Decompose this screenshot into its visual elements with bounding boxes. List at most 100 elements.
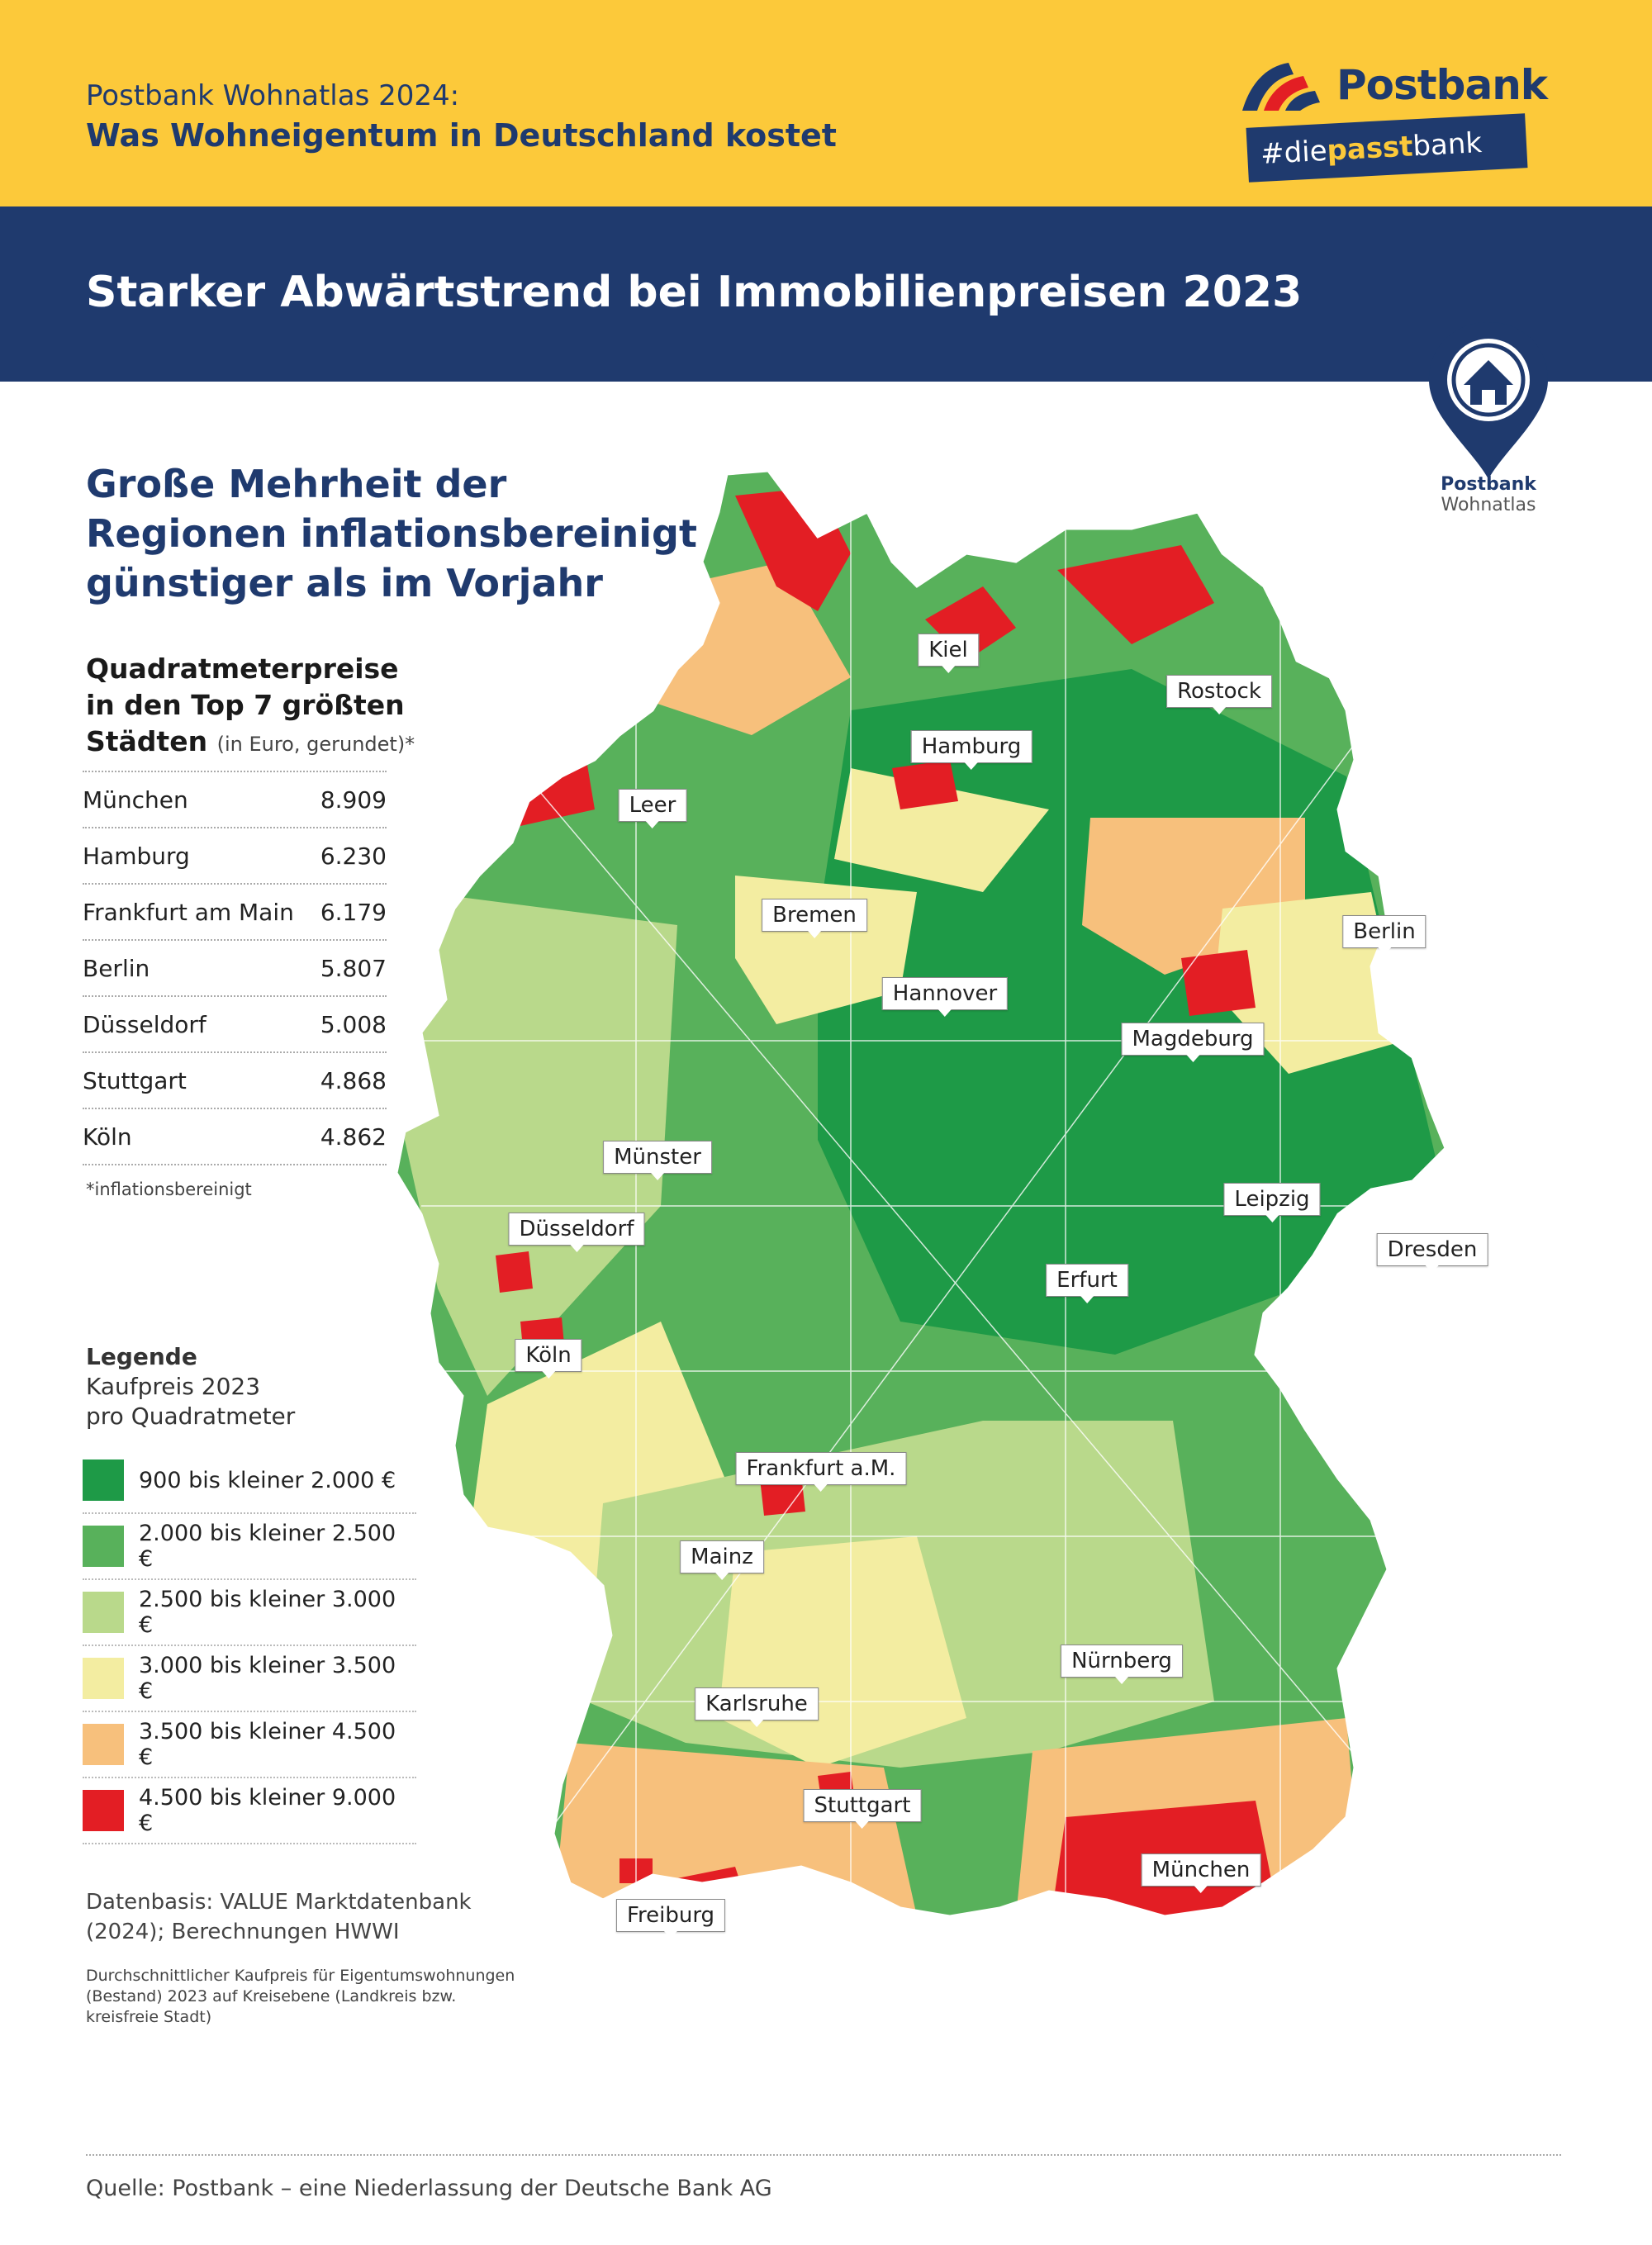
table-row: Frankfurt am Main 6.179 (83, 885, 387, 941)
table-title: Quadratmeterpreise in den Top 7 größten … (86, 651, 474, 762)
table-value: 6.179 (320, 898, 387, 926)
legend-swatch (83, 1526, 124, 1567)
city-label-leer[interactable]: Leer (618, 789, 687, 828)
region-west (405, 892, 677, 1396)
data-description: Durchschnittlicher Kaufpreis für Eigentu… (86, 1967, 515, 2026)
footer-divider (86, 2154, 1561, 2156)
city-label-muenchen[interactable]: München (1141, 1853, 1261, 1893)
legend-swatch (83, 1459, 124, 1501)
table-city: Köln (83, 1122, 132, 1151)
city-label-berlin[interactable]: Berlin (1342, 915, 1427, 955)
badge-line1: Postbank (1441, 474, 1536, 495)
table-city: München (83, 786, 188, 814)
city-label-stuttgart[interactable]: Stuttgart (803, 1789, 922, 1829)
legend-label: 3.500 bis kleiner 4.500 € (139, 1719, 396, 1770)
hashtag-suffix: bank (1412, 126, 1483, 164)
table-city: Stuttgart (83, 1066, 187, 1094)
badge-line2: Wohnatlas (1441, 495, 1536, 515)
legend-label: 4.500 bis kleiner 9.000 € (139, 1785, 396, 1836)
legend-item: 3.500 bis kleiner 4.500 € (83, 1712, 416, 1778)
header-subtitle: Postbank Wohnatlas 2024: (86, 79, 460, 112)
city-label-hannover[interactable]: Hannover (881, 977, 1009, 1017)
city-label-muenster[interactable]: Münster (603, 1141, 712, 1180)
hashtag-prefix: #die (1260, 134, 1328, 171)
region-duesseldorf (496, 1251, 533, 1293)
table-footnote: *inflationsbereinigt (86, 1179, 252, 1199)
price-table: München 8.909 Hamburg 6.230 Frankfurt am M… (83, 771, 387, 1165)
legend-subtitle-2: pro Quadratmeter (86, 1403, 296, 1430)
table-row: Düsseldorf 5.008 (83, 997, 387, 1053)
region-ruegen (1057, 545, 1214, 644)
banner-bar (0, 206, 1652, 382)
table-value: 5.008 (320, 1010, 387, 1038)
legend-swatch (83, 1790, 124, 1831)
legend-label: 2.500 bis kleiner 3.000 € (139, 1587, 396, 1638)
hashtag-badge: #diepasstbank (1246, 113, 1528, 183)
table-row: Berlin 5.807 (83, 941, 387, 997)
headline: Große Mehrheit der Regionen inflationsbe… (86, 462, 697, 605)
header-title: Was Wohneigentum in Deutschland kostet (86, 117, 837, 154)
city-label-rostock[interactable]: Rostock (1166, 675, 1272, 714)
city-label-nuernberg[interactable]: Nürnberg (1061, 1645, 1183, 1684)
table-row: München 8.909 (83, 771, 387, 828)
city-label-mainz[interactable]: Mainz (680, 1540, 764, 1580)
table-value: 8.909 (320, 786, 387, 814)
legend-subtitle-1: Kaufpreis 2023 (86, 1373, 261, 1400)
legend-item: 2.000 bis kleiner 2.500 € (83, 1514, 416, 1580)
region-berlin (1181, 950, 1256, 1016)
table-city: Berlin (83, 954, 150, 982)
legend: 900 bis kleiner 2.000 € 2.000 bis kleine… (83, 1448, 416, 1844)
city-label-hamburg[interactable]: Hamburg (910, 730, 1032, 770)
legend-swatch (83, 1724, 124, 1765)
table-row: Stuttgart 4.868 (83, 1053, 387, 1109)
legend-label: 3.000 bis kleiner 3.500 € (139, 1653, 396, 1704)
legend-item: 3.000 bis kleiner 3.500 € (83, 1646, 416, 1712)
city-label-leipzig[interactable]: Leipzig (1223, 1183, 1321, 1222)
germany-map[interactable]: Kiel Rostock Hamburg Leer Bremen Berlin … (388, 463, 1611, 2081)
table-title-line2: in den Top 7 größten (86, 689, 405, 721)
table-title-note: (in Euro, gerundet)* (216, 733, 415, 756)
legend-item: 4.500 bis kleiner 9.000 € (83, 1778, 416, 1844)
city-label-dresden[interactable]: Dresden (1376, 1233, 1488, 1273)
city-label-magdeburg[interactable]: Magdeburg (1121, 1023, 1265, 1062)
table-row: Hamburg 6.230 (83, 828, 387, 885)
legend-title: Legende (86, 1343, 197, 1370)
postbank-logo-mark-icon (1242, 63, 1320, 111)
hashtag-bold: passt (1326, 130, 1414, 168)
banner-title: Starker Abwärtstrend bei Immobilienpreis… (86, 268, 1303, 317)
city-label-duesseldorf[interactable]: Düsseldorf (508, 1213, 645, 1252)
legend-header: Legende Kaufpreis 2023 pro Quadratmeter (86, 1342, 295, 1431)
city-label-koeln[interactable]: Köln (515, 1339, 582, 1379)
legend-label: 2.000 bis kleiner 2.500 € (139, 1521, 396, 1572)
city-label-freiburg[interactable]: Freiburg (615, 1899, 726, 1939)
germany-outline (395, 469, 1447, 1918)
table-value: 5.807 (320, 954, 387, 982)
table-value: 4.868 (320, 1066, 387, 1094)
legend-swatch (83, 1658, 124, 1699)
table-value: 6.230 (320, 842, 387, 870)
table-city: Düsseldorf (83, 1010, 206, 1038)
city-label-karlsruhe[interactable]: Karlsruhe (695, 1687, 819, 1727)
city-label-kiel[interactable]: Kiel (918, 634, 979, 673)
table-title-line1: Quadratmeterpreise (86, 653, 399, 685)
data-source: Datenbasis: VALUE Marktdatenbank (2024);… (86, 1890, 472, 1944)
city-label-frankfurt[interactable]: Frankfurt a.M. (735, 1452, 907, 1492)
table-city: Hamburg (83, 842, 190, 870)
legend-item: 2.500 bis kleiner 3.000 € (83, 1580, 416, 1646)
city-label-bremen[interactable]: Bremen (762, 899, 867, 938)
legend-label: 900 bis kleiner 2.000 € (139, 1467, 396, 1493)
legend-swatch (83, 1592, 124, 1633)
location-pin-icon (1429, 322, 1548, 479)
legend-item: 900 bis kleiner 2.000 € (83, 1448, 416, 1514)
postbank-logo[interactable]: Postbank #diepasstbank (1239, 51, 1553, 183)
table-value: 4.862 (320, 1122, 387, 1151)
region-hamburg (892, 760, 958, 809)
table-row: Köln 4.862 (83, 1109, 387, 1165)
brand-name: Postbank (1336, 61, 1548, 109)
source-credit: Quelle: Postbank – eine Niederlassung de… (86, 2176, 772, 2201)
region-hamburg-surround (834, 768, 1049, 892)
table-city: Frankfurt am Main (83, 898, 294, 926)
city-label-erfurt[interactable]: Erfurt (1046, 1264, 1128, 1303)
table-title-line3: Städten (86, 725, 208, 757)
wohnatlas-badge: Postbank Wohnatlas (1422, 474, 1555, 515)
